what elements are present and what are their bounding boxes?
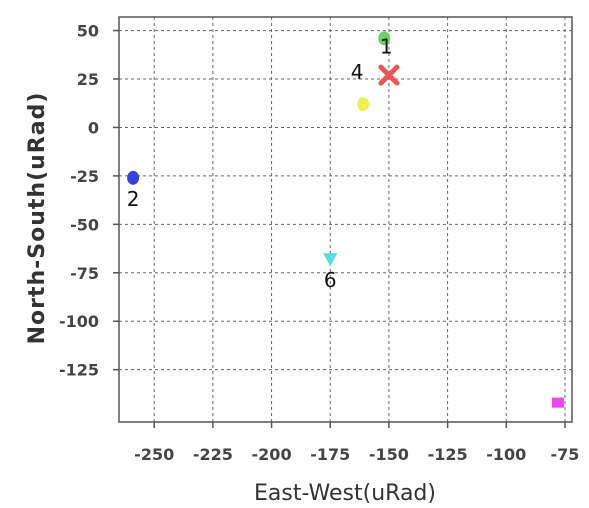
data-point — [357, 97, 370, 112]
data-point — [551, 397, 564, 408]
y-tick-label: -50 — [70, 215, 99, 234]
x-axis-title: East-West(uRad) — [254, 481, 436, 506]
y-tick-label: 25 — [77, 70, 99, 89]
x-tick-label: -100 — [486, 445, 526, 464]
point-label: 1 — [380, 34, 393, 58]
point-label: 2 — [127, 187, 140, 211]
x-tick-label: -225 — [193, 445, 233, 464]
x-tick-label: -200 — [252, 445, 292, 464]
y-tick-label: 0 — [88, 118, 99, 137]
x-tick-label: -250 — [134, 445, 174, 464]
x-tick-label: -150 — [369, 445, 409, 464]
y-tick-label: 50 — [77, 22, 99, 41]
data-points: 1 2 4 6 — [127, 31, 564, 408]
grid — [119, 17, 572, 422]
data-point — [378, 31, 391, 46]
y-tick-label: -125 — [59, 361, 99, 380]
y-tick-label: -75 — [70, 264, 99, 283]
ticks: -250 -225 -200 -175 -150 -125 -100 -75 50 25 0 -25 -… — [59, 22, 579, 464]
x-tick-label: -125 — [428, 445, 468, 464]
x-tick-label: -175 — [310, 445, 350, 464]
data-point — [127, 170, 140, 185]
data-point — [378, 64, 400, 86]
y-tick-label: -25 — [70, 167, 99, 186]
point-label: 4 — [351, 60, 364, 84]
data-point — [323, 253, 338, 267]
x-tick-label: -75 — [551, 445, 580, 464]
y-tick-label: -100 — [59, 312, 99, 331]
plot-frame — [118, 16, 573, 423]
point-label: 6 — [324, 268, 337, 292]
y-axis-title: North-South(uRad) — [25, 92, 50, 345]
